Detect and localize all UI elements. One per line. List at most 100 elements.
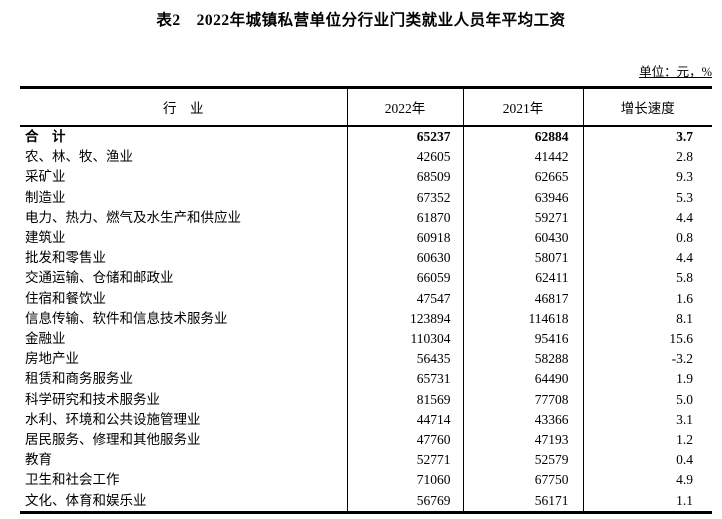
industry-cell: 电力、热力、燃气及水生产和供应业: [25, 209, 241, 225]
value-2021-cell: 56171: [462, 490, 583, 513]
industry-cell: 住宿和餐饮业: [25, 290, 106, 306]
value-2022-cell: 66059: [346, 268, 463, 289]
value-2021-cell: 63946: [462, 187, 583, 208]
industry-cell: 建筑业: [25, 230, 66, 246]
growth-cell: 4.9: [582, 470, 712, 491]
growth-cell: 8.1: [582, 308, 712, 330]
value-2021-cell: 62411: [462, 268, 583, 289]
value-2021-cell: 58288: [462, 349, 583, 370]
table-row: 制造业 67352 63946 5.3: [20, 187, 712, 208]
table-row: 卫生和社会工作 71060 67750 4.9: [20, 470, 712, 491]
growth-cell: 3.7: [582, 126, 712, 148]
industry-cell: 批发和零售业: [25, 250, 106, 266]
table-body: 合 计 65237 62884 3.7 农、林、牧、渔业 42605 41442 2.8 采矿业…: [20, 126, 712, 513]
unit-note: 单位：元，%: [639, 65, 712, 79]
industry-cell: 卫生和社会工作: [25, 472, 120, 488]
table-row: 信息传输、软件和信息技术服务业 123894 114618 8.1: [20, 308, 712, 330]
wage-table-wrap: 行 业 2022年 2021年 增长速度 合 计 65237 62884 3.7 农、林…: [20, 86, 712, 514]
value-2022-cell: 44714: [346, 409, 463, 431]
value-2021-cell: 95416: [462, 329, 583, 350]
value-2021-cell: 67750: [462, 470, 583, 491]
table-row: 文化、体育和娱乐业 56769 56171 1.1: [20, 490, 712, 513]
industry-cell: 合 计: [25, 129, 66, 144]
value-2021-cell: 46817: [462, 288, 583, 309]
value-2022-cell: 47547: [346, 288, 463, 309]
growth-cell: 9.3: [582, 167, 712, 188]
value-2022-cell: 68509: [346, 167, 463, 188]
value-2022-cell: 71060: [346, 470, 463, 491]
industry-cell: 金融业: [25, 331, 66, 347]
value-2021-cell: 114618: [462, 308, 583, 330]
growth-cell: 2.8: [582, 147, 712, 168]
value-2022-cell: 52771: [346, 450, 463, 471]
industry-cell: 居民服务、修理和其他服务业: [25, 432, 201, 448]
value-2022-cell: 65731: [346, 369, 463, 390]
header-row: 行 业 2022年 2021年 增长速度: [20, 87, 712, 126]
value-2022-cell: 81569: [346, 389, 463, 410]
table-row: 租赁和商务服务业 65731 64490 1.9: [20, 369, 712, 390]
value-2021-cell: 62884: [462, 126, 583, 148]
value-2021-cell: 62665: [462, 167, 583, 188]
growth-cell: 1.2: [582, 430, 712, 451]
table-row: 房地产业 56435 58288 -3.2: [20, 349, 712, 370]
growth-cell: 5.0: [582, 389, 712, 410]
value-2022-cell: 60630: [346, 248, 463, 269]
industry-cell: 农、林、牧、渔业: [25, 149, 133, 165]
value-2022-cell: 56435: [346, 349, 463, 370]
growth-cell: 1.9: [582, 369, 712, 390]
column-header-2021: 2021年: [462, 87, 583, 126]
industry-cell: 租赁和商务服务业: [25, 371, 133, 387]
industry-cell: 制造业: [25, 189, 66, 205]
table-row: 教育 52771 52579 0.4: [20, 450, 712, 471]
industry-cell: 采矿业: [25, 169, 66, 185]
value-2021-cell: 52579: [462, 450, 583, 471]
table-row: 交通运输、仓储和邮政业 66059 62411 5.8: [20, 268, 712, 289]
table-row: 农、林、牧、渔业 42605 41442 2.8: [20, 147, 712, 168]
value-2022-cell: 56769: [346, 490, 463, 513]
table-row: 金融业 110304 95416 15.6: [20, 329, 712, 350]
value-2021-cell: 60430: [462, 228, 583, 249]
value-2021-cell: 59271: [462, 207, 583, 229]
table-row: 科学研究和技术服务业 81569 77708 5.0: [20, 389, 712, 410]
column-header-industry: 行 业: [163, 101, 204, 116]
growth-cell: 3.1: [582, 409, 712, 431]
value-2021-cell: 41442: [462, 147, 583, 168]
table-row: 建筑业 60918 60430 0.8: [20, 228, 712, 249]
value-2022-cell: 61870: [346, 207, 463, 229]
growth-cell: 15.6: [582, 329, 712, 350]
growth-cell: 1.1: [582, 490, 712, 513]
growth-cell: 4.4: [582, 248, 712, 269]
industry-cell: 交通运输、仓储和邮政业: [25, 270, 174, 286]
growth-cell: 1.6: [582, 288, 712, 309]
value-2021-cell: 77708: [462, 389, 583, 410]
industry-cell: 教育: [25, 452, 52, 468]
wage-table: 行 业 2022年 2021年 增长速度 合 计 65237 62884 3.7 农、林…: [20, 86, 712, 514]
value-2022-cell: 47760: [346, 430, 463, 451]
growth-cell: -3.2: [582, 349, 712, 370]
growth-cell: 0.8: [582, 228, 712, 249]
value-2021-cell: 64490: [462, 369, 583, 390]
value-2022-cell: 65237: [346, 126, 463, 148]
value-2021-cell: 47193: [462, 430, 583, 451]
growth-cell: 5.8: [582, 268, 712, 289]
industry-cell: 水利、环境和公共设施管理业: [25, 411, 201, 427]
value-2022-cell: 110304: [346, 329, 463, 350]
growth-cell: 0.4: [582, 450, 712, 471]
growth-cell: 4.4: [582, 207, 712, 229]
value-2022-cell: 60918: [346, 228, 463, 249]
table-row: 电力、热力、燃气及水生产和供应业 61870 59271 4.4: [20, 207, 712, 229]
industry-cell: 科学研究和技术服务业: [25, 391, 160, 407]
table-row: 住宿和餐饮业 47547 46817 1.6: [20, 288, 712, 309]
industry-cell: 信息传输、软件和信息技术服务业: [25, 310, 228, 326]
table-row: 采矿业 68509 62665 9.3: [20, 167, 712, 188]
growth-cell: 5.3: [582, 187, 712, 208]
value-2022-cell: 42605: [346, 147, 463, 168]
industry-cell: 文化、体育和娱乐业: [25, 492, 147, 508]
value-2022-cell: 123894: [346, 308, 463, 330]
table-row: 水利、环境和公共设施管理业 44714 43366 3.1: [20, 409, 712, 431]
industry-cell: 房地产业: [25, 351, 79, 367]
table-row: 合 计 65237 62884 3.7: [20, 126, 712, 148]
column-header-growth: 增长速度: [582, 87, 712, 126]
value-2021-cell: 58071: [462, 248, 583, 269]
